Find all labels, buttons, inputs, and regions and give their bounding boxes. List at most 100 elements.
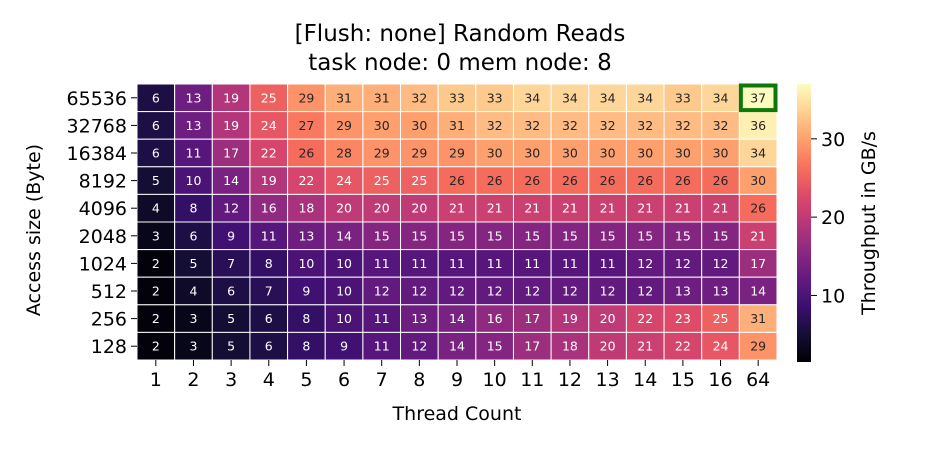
heatmap-cell-label: 8 xyxy=(265,256,273,271)
heatmap-cell-label: 15 xyxy=(524,228,540,243)
heatmap-cell-label: 10 xyxy=(336,284,352,299)
heatmap-cell xyxy=(550,276,590,306)
heatmap-cell-label: 17 xyxy=(750,256,766,271)
heatmap-cell-label: 15 xyxy=(487,228,503,243)
heatmap-cell-label: 12 xyxy=(524,284,540,299)
y-tick-label: 512 xyxy=(91,281,127,303)
heatmap-cell xyxy=(512,221,552,251)
heatmap-cell-label: 22 xyxy=(675,339,691,354)
y-tick-label: 65536 xyxy=(67,88,127,110)
heatmap-cell-label: 29 xyxy=(411,146,427,161)
heatmap-cell-label: 29 xyxy=(298,90,314,105)
heatmap-cell xyxy=(663,276,703,306)
heatmap-cell-label: 14 xyxy=(750,284,766,299)
heatmap-cell xyxy=(362,276,402,306)
heatmap-cell-label: 37 xyxy=(750,90,766,105)
heatmap-cell xyxy=(174,221,213,251)
heatmap-cell xyxy=(249,111,289,140)
heatmap-cell xyxy=(550,138,590,168)
heatmap-cell-label: 15 xyxy=(487,339,503,354)
heatmap-cell xyxy=(475,83,514,113)
heatmap-cell xyxy=(663,331,703,361)
heatmap-cell-label: 32 xyxy=(637,118,653,133)
x-tick-label: 6 xyxy=(338,369,350,391)
heatmap-cell-label: 7 xyxy=(227,256,235,271)
heatmap-cell xyxy=(400,138,439,168)
heatmap-cell-label: 18 xyxy=(562,339,578,354)
heatmap-cells xyxy=(136,83,778,361)
heatmap-cell-label: 12 xyxy=(600,284,616,299)
heatmap-cell-label: 12 xyxy=(487,284,503,299)
y-tick-label: 128 xyxy=(91,336,127,358)
heatmap-cell-label: 12 xyxy=(713,256,729,271)
y-tick-label: 256 xyxy=(91,309,127,331)
heatmap-cell-label: 30 xyxy=(374,118,390,133)
heatmap-cell-label: 24 xyxy=(713,339,729,354)
heatmap-cell xyxy=(324,249,364,278)
heatmap-cell-label: 2 xyxy=(152,284,160,299)
x-tick-label: 11 xyxy=(520,369,544,391)
heatmap-cell-label: 21 xyxy=(713,201,729,216)
heatmap-cell-label: 11 xyxy=(374,256,390,271)
heatmap-cell xyxy=(550,83,590,113)
heatmap-cell xyxy=(174,331,213,361)
heatmap-cell-label: 30 xyxy=(713,146,729,161)
heatmap-cell xyxy=(588,221,627,251)
heatmap-cell-label: 9 xyxy=(302,284,310,299)
heatmap-cell xyxy=(287,193,326,223)
heatmap-cell-label: 14 xyxy=(449,311,465,326)
heatmap-cell xyxy=(663,138,703,168)
heatmap-cell xyxy=(362,193,402,223)
heatmap-cell-label: 24 xyxy=(261,118,277,133)
heatmap-cell xyxy=(211,304,251,333)
heatmap-cell-label: 31 xyxy=(449,118,465,133)
heatmap-cell-label: 9 xyxy=(227,228,235,243)
heatmap-cell-label: 25 xyxy=(713,311,729,326)
heatmap-cell-label: 26 xyxy=(562,173,578,188)
heatmap-cell-label: 15 xyxy=(637,228,653,243)
heatmap-cell-label: 29 xyxy=(336,118,352,133)
heatmap-cell-label: 8 xyxy=(302,339,310,354)
heatmap-cell xyxy=(324,193,364,223)
heatmap-cell-label: 19 xyxy=(223,118,239,133)
heatmap-cell-label: 33 xyxy=(449,90,465,105)
heatmap-cell-label: 21 xyxy=(675,201,691,216)
heatmap-cell-label: 20 xyxy=(600,311,616,326)
heatmap-cell-label: 12 xyxy=(562,284,578,299)
heatmap-cell xyxy=(249,276,289,306)
heatmap-cell-label: 32 xyxy=(487,118,503,133)
heatmap-cell xyxy=(174,83,213,113)
heatmap-cell xyxy=(663,166,703,195)
heatmap-cell xyxy=(324,304,364,333)
x-axis-ticks: 1 2 3 4 5 6 7 8 9 10 11 12 13 14 15 16 64 xyxy=(150,360,770,391)
heatmap-cell xyxy=(211,249,251,278)
heatmap-cell-label: 28 xyxy=(336,146,352,161)
heatmap-cell-label: 10 xyxy=(298,256,314,271)
heatmap-cell xyxy=(249,221,289,251)
heatmap-cell-label: 34 xyxy=(600,90,616,105)
x-tick-label: 12 xyxy=(558,369,582,391)
heatmap-cell-label: 29 xyxy=(374,146,390,161)
heatmap-cell-label: 15 xyxy=(411,228,427,243)
heatmap-cell-label: 12 xyxy=(411,339,427,354)
heatmap-cell xyxy=(400,83,439,113)
heatmap-cell-label: 11 xyxy=(524,256,540,271)
heatmap-cell-label: 5 xyxy=(227,311,235,326)
heatmap-cell-label: 26 xyxy=(750,201,766,216)
heatmap-cell xyxy=(588,331,627,361)
heatmap-cell-label: 6 xyxy=(227,284,235,299)
heatmap-cell-label: 30 xyxy=(675,146,691,161)
heatmap-cell-label: 6 xyxy=(152,118,160,133)
heatmap-cell xyxy=(625,221,665,251)
heatmap-cell-label: 15 xyxy=(449,228,465,243)
heatmap-cell-label: 29 xyxy=(750,339,766,354)
heatmap-cell-label: 21 xyxy=(449,201,465,216)
heatmap-cell-label: 34 xyxy=(562,90,578,105)
highlight-box xyxy=(738,83,778,113)
heatmap-cell xyxy=(588,138,627,168)
x-tick-label: 14 xyxy=(633,369,657,391)
x-tick-label: 1 xyxy=(150,369,162,391)
heatmap-cell-label: 34 xyxy=(713,90,729,105)
y-axis-ticks: 65536 32768 16384 8192 4096 2048 1024 512 256 128 xyxy=(67,88,137,358)
heatmap-cell-label: 20 xyxy=(600,339,616,354)
